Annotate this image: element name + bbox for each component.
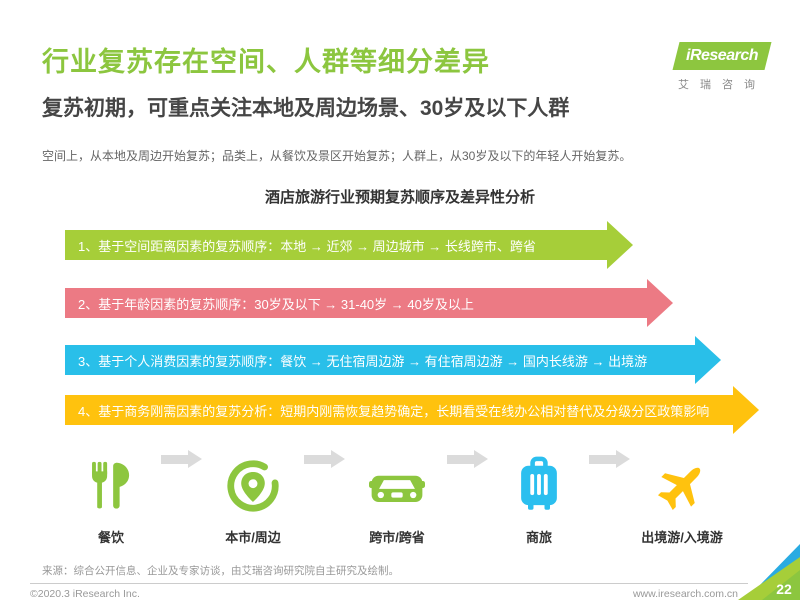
recovery-arrow-consumption-label: 3、基于个人消费因素的复苏顺序：餐饮 → 无住宿周边游 → 有住宿周边游 → 国… <box>65 345 695 375</box>
arrow-head <box>647 279 673 327</box>
flow-arrow-icon <box>161 450 202 468</box>
recovery-arrow-space: 1、基于空间距离因素的复苏顺序：本地 → 近郊 → 周边城市 → 长线跨市、跨省 <box>65 221 633 269</box>
recovery-arrow-space-label: 1、基于空间距离因素的复苏顺序：本地 → 近郊 → 周边城市 → 长线跨市、跨省 <box>65 230 607 260</box>
footer-divider <box>30 583 748 584</box>
summary-text: 空间上，从本地及周边开始复苏；品类上，从餐饮及景区开始复苏；人群上，从30岁及以… <box>42 149 632 163</box>
source-note: 来源：综合公开信息、企业及专家访谈，由艾瑞咨询研究院自主研究及绘制。 <box>42 565 399 577</box>
stage-label: 跨市/跨省 <box>369 530 425 545</box>
recovery-arrow-consumption: 3、基于个人消费因素的复苏顺序：餐饮 → 无住宿周边游 → 有住宿周边游 → 国… <box>65 336 721 384</box>
arrow-head <box>733 386 759 434</box>
stage-outbound: 出境游/入境游 <box>617 452 747 546</box>
stage-label: 餐饮 <box>97 530 124 545</box>
stage-dining: 餐饮 <box>46 452 176 546</box>
figure-title: 酒店旅游行业预期复苏顺序及差异性分析 <box>264 189 535 206</box>
recovery-arrow-age-label: 2、基于年龄因素的复苏顺序：30岁及以下 → 31-40岁 → 40岁及以上 <box>65 288 647 318</box>
page-corner-decoration: 22 <box>738 544 800 600</box>
page-subtitle: 复苏初期，可重点关注本地及周边场景、30岁及以下人群 <box>42 97 570 120</box>
map-pin-icon <box>227 460 279 512</box>
website-text: www.iresearch.com.cn <box>632 588 738 600</box>
copyright-text: ©2020.3 iResearch Inc. <box>30 588 140 600</box>
recovery-arrow-business: 4、基于商务刚需因素的复苏分析：短期内刚需恢复趋势确定，长期看受在线办公相对替代… <box>65 386 759 434</box>
stage-label: 出境游/入境游 <box>641 530 723 545</box>
stage-business-travel: 商旅 <box>474 452 604 546</box>
car-icon <box>369 475 425 502</box>
recovery-arrow-business-label: 4、基于商务刚需因素的复苏分析：短期内刚需恢复趋势确定，长期看受在线办公相对替代… <box>65 395 733 425</box>
stage-local: 本市/周边 <box>188 452 318 546</box>
luggage-icon <box>521 456 557 510</box>
iresearch-logo-cn: 艾瑞咨询 <box>678 79 766 91</box>
restaurant-icon <box>92 461 130 509</box>
recovery-arrow-age: 2、基于年龄因素的复苏顺序：30岁及以下 → 31-40岁 → 40岁及以上 <box>65 279 673 327</box>
flow-arrow-icon <box>589 450 630 468</box>
flow-arrow-icon <box>447 450 488 468</box>
stage-label: 本市/周边 <box>225 530 281 545</box>
iresearch-logo: iResearch 艾瑞咨询 <box>672 42 772 92</box>
stage-cross-city: 跨市/跨省 <box>332 452 462 546</box>
stage-label: 商旅 <box>525 530 552 545</box>
iresearch-logo-text: iResearch <box>686 47 758 64</box>
flow-arrow-icon <box>304 450 345 468</box>
iresearch-logo-mark: iResearch <box>672 42 772 70</box>
page-number: 22 <box>776 581 792 597</box>
arrow-head <box>607 221 633 269</box>
arrow-head <box>695 336 721 384</box>
page-title: 行业复苏存在空间、人群等细分差异 <box>42 47 490 77</box>
airplane-icon <box>657 467 701 511</box>
